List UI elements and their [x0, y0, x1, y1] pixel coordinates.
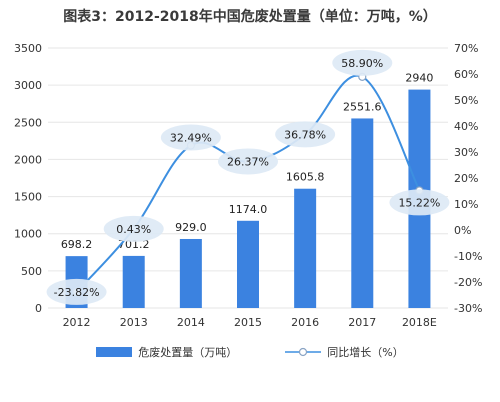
x-tick-label: 2013	[120, 316, 148, 329]
growth-data-label: 32.49%	[170, 132, 212, 145]
x-tick-label: 2014	[177, 316, 205, 329]
y-right-tick-label: 70%	[454, 42, 478, 55]
bar	[179, 238, 202, 308]
x-tick-label: 2016	[291, 316, 319, 329]
y-right-tick-label: 50%	[454, 94, 478, 107]
y-left-tick-label: 500	[21, 265, 42, 278]
y-right-tick-label: 60%	[454, 68, 478, 81]
x-tick-label: 2017	[348, 316, 376, 329]
y-right-tick-label: 30%	[454, 146, 478, 159]
bar-data-label: 929.0	[175, 221, 207, 234]
y-left-tick-label: 3000	[14, 79, 42, 92]
bar-data-label: 2551.6	[343, 100, 382, 113]
legend-item-line: 同比增长（%）	[285, 344, 404, 360]
y-left-tick-label: 3500	[14, 42, 42, 55]
bar	[122, 255, 145, 308]
growth-data-label: 15.22%	[398, 196, 440, 209]
x-tick-label: 2018E	[402, 316, 437, 329]
growth-data-label: 58.90%	[341, 57, 383, 70]
y-right-tick-label: 40%	[454, 120, 478, 133]
growth-data-label: 36.78%	[284, 128, 326, 141]
growth-data-label: -23.82%	[54, 286, 100, 299]
growth-label-bubble	[275, 121, 336, 148]
growth-data-label: 0.43%	[116, 223, 151, 236]
y-right-tick-label: 10%	[454, 198, 478, 211]
y-left-tick-label: 0	[35, 302, 42, 315]
growth-label-bubble	[103, 215, 164, 242]
growth-label-bubble	[46, 278, 107, 305]
x-tick-label: 2015	[234, 316, 262, 329]
legend-line-swatch	[285, 347, 322, 357]
legend-bar-swatch	[96, 347, 133, 357]
growth-label-bubble	[160, 124, 221, 151]
legend-item-bar: 危废处置量（万吨）	[96, 344, 237, 360]
y-right-tick-label: -30%	[454, 302, 482, 315]
y-right-tick-label: -20%	[454, 276, 482, 289]
bar	[351, 118, 374, 308]
growth-label-bubble	[389, 189, 450, 216]
legend: 危废处置量（万吨） 同比增长（%）	[0, 344, 500, 360]
bar-data-label: 1605.8	[286, 171, 325, 184]
y-right-tick-label: 0%	[454, 224, 471, 237]
growth-label-bubble	[332, 49, 393, 76]
y-left-tick-label: 2000	[14, 153, 42, 166]
y-right-tick-label: -10%	[454, 250, 482, 263]
bar	[294, 188, 317, 308]
y-left-tick-label: 1500	[14, 191, 42, 204]
bar-data-label: 1174.0	[229, 203, 268, 216]
y-right-tick-label: 20%	[454, 172, 478, 185]
chart-plot: 0 500 1000 1500 2000 2500 3000 3500 -30% -20% -10%…	[14, 42, 482, 329]
bar-data-label: 698.2	[61, 238, 93, 251]
growth-label-bubble	[218, 148, 278, 175]
y-left-tick-label: 1000	[14, 228, 42, 241]
legend-bar-label: 危废处置量（万吨）	[138, 346, 238, 359]
bar-data-label: 2940	[405, 72, 433, 85]
growth-data-label: 26.37%	[227, 155, 269, 168]
x-tick-label: 2012	[63, 316, 91, 329]
legend-line-label: 同比增长（%）	[327, 346, 404, 359]
y-left-tick-label: 2500	[14, 116, 42, 129]
chart-title: 图表3：2012-2018年中国危废处置量（单位：万吨，%）	[63, 9, 437, 25]
bar	[237, 220, 259, 308]
